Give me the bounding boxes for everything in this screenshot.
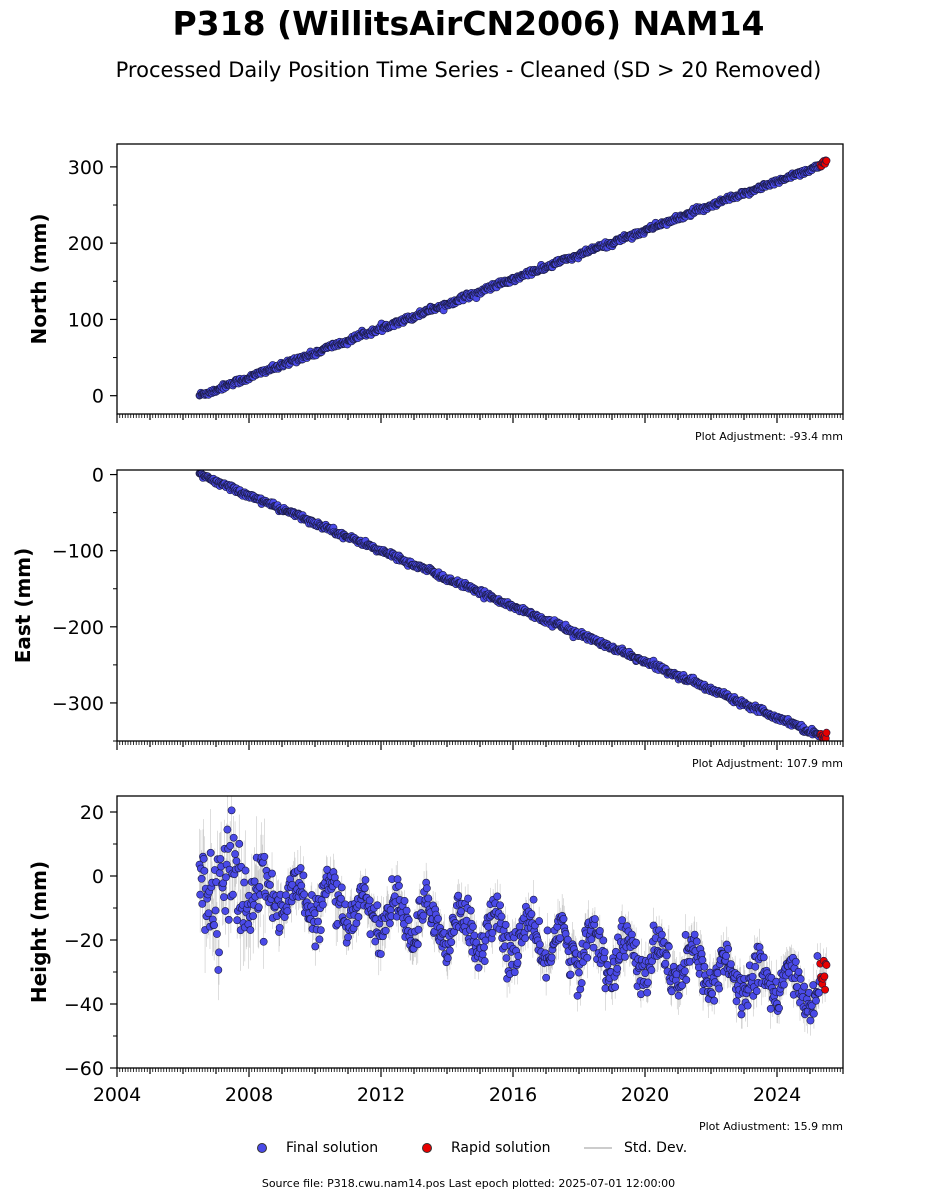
- height-stddev-bars: [199, 796, 827, 1036]
- east-rapid-point: [822, 728, 831, 737]
- height-series: [195, 796, 831, 1036]
- north-ytick-label: 100: [68, 309, 104, 331]
- east-plot-adjustment: Plot Adjustment: 107.9 mm: [692, 757, 843, 770]
- north-ylabel: North (mm): [27, 213, 51, 344]
- panel-north: 0 100 200 300 North (mm) Plot Adjustment: -93…: [27, 143, 844, 443]
- east-rapid-points: [816, 728, 831, 741]
- north-ytick-label: 0: [92, 386, 104, 408]
- north-series: [195, 156, 831, 400]
- east-series: [195, 470, 831, 741]
- chart-subtitle: Processed Daily Position Time Series - C…: [115, 58, 822, 82]
- north-rapid-points: [816, 156, 831, 171]
- east-ytick-label: −100: [52, 541, 104, 563]
- east-final-points: [195, 470, 824, 741]
- east-ylabel: East (mm): [11, 548, 35, 664]
- north-plot-adjustment: Plot Adjustment: -93.4 mm: [695, 430, 843, 443]
- time-series-charts: 0 100 200 300 North (mm) Plot Adjustment: -93…: [11, 143, 844, 1130]
- north-ytick-label: 300: [68, 157, 104, 179]
- panel-east: 0 −100 −200 −300 East (mm) Plot Adjustment: 1…: [11, 465, 844, 770]
- east-ytick-label: 0: [92, 465, 104, 487]
- north-rapid-point: [822, 156, 831, 165]
- chart-title: P318 (WillitsAirCN2006) NAM14: [172, 4, 765, 43]
- north-ytick-label: 200: [68, 233, 104, 255]
- north-final-points: [195, 161, 824, 400]
- east-ytick-label: −200: [52, 617, 104, 639]
- north-frame: [116, 143, 844, 415]
- east-ytick-label: −300: [52, 693, 104, 715]
